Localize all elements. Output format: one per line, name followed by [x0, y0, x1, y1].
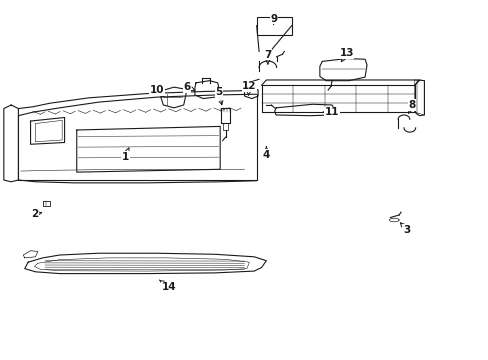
Text: 10: 10: [149, 85, 164, 98]
Text: 13: 13: [339, 48, 353, 62]
Text: 3: 3: [400, 223, 410, 235]
Text: 2: 2: [31, 209, 41, 219]
Bar: [256, 17, 291, 35]
Text: 12: 12: [242, 81, 256, 95]
Text: 11: 11: [323, 107, 339, 117]
Text: 6: 6: [183, 82, 195, 92]
Text: 14: 14: [159, 280, 176, 292]
Text: 8: 8: [408, 100, 415, 113]
Text: 9: 9: [269, 14, 277, 24]
Text: 5: 5: [215, 87, 223, 105]
Text: 1: 1: [122, 148, 129, 162]
Text: 7: 7: [264, 50, 271, 64]
Text: 4: 4: [262, 147, 269, 160]
